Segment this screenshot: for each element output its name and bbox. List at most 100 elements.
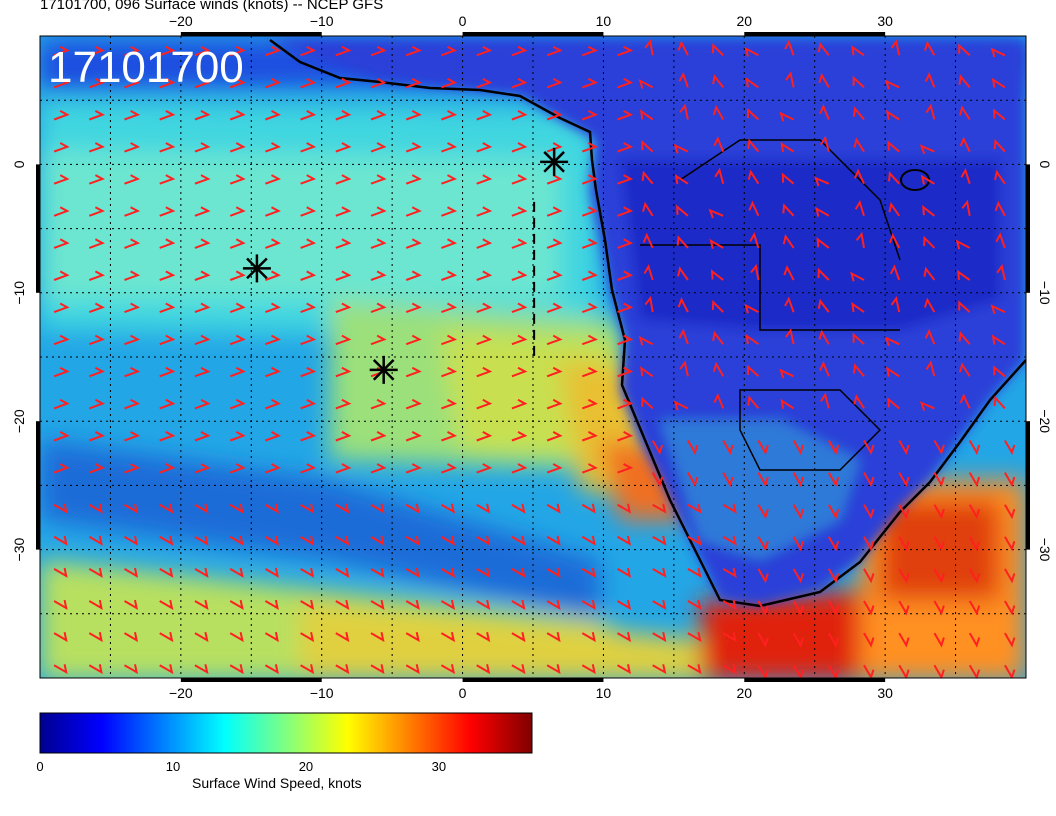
wind-barb	[476, 238, 493, 249]
storm-marker	[242, 254, 271, 283]
wind-barb	[617, 206, 634, 217]
wind-barb	[744, 46, 759, 57]
wind-barb	[617, 174, 634, 185]
wind-barb	[993, 138, 1006, 153]
wind-barb	[923, 266, 936, 281]
wind-barb	[617, 398, 634, 410]
wind-barb	[370, 398, 387, 410]
wind-barb	[159, 302, 176, 314]
frame-tick-top	[180, 32, 322, 36]
wind-barb	[617, 270, 634, 281]
wind-barb	[792, 632, 805, 648]
wind-barb	[616, 567, 632, 578]
wind-barb	[511, 632, 526, 643]
wind-barb	[159, 535, 174, 546]
lon-label-bottom: 30	[877, 685, 893, 701]
wind-barb	[546, 431, 563, 442]
wind-barb	[405, 206, 422, 217]
wind-barb	[53, 110, 70, 121]
wind-barb	[511, 599, 526, 610]
lon-label-top: 10	[596, 13, 612, 29]
wind-barb	[959, 393, 971, 409]
wind-barb	[993, 108, 1006, 121]
wind-barb	[476, 334, 493, 346]
lon-label-bottom: 0	[459, 685, 467, 701]
border-lines	[640, 244, 900, 331]
wind-barb	[440, 631, 456, 643]
wind-barb	[863, 472, 875, 488]
wind-barb	[265, 431, 281, 442]
wind-barb	[476, 463, 493, 474]
wind-barb	[1004, 568, 1016, 584]
wind-barb	[265, 238, 281, 249]
wind-barb	[370, 142, 387, 153]
wind-barb	[405, 366, 422, 378]
wind-barb	[53, 77, 70, 89]
wind-barb	[88, 535, 103, 546]
wind-barb	[712, 104, 725, 120]
wind-barb	[886, 366, 900, 378]
wind-barb	[818, 329, 830, 345]
wind-barb	[335, 632, 350, 643]
wind-barb	[265, 398, 281, 410]
wind-barb	[441, 110, 458, 121]
wind-barb	[546, 398, 563, 410]
wind-barb	[968, 439, 981, 456]
frame-tick-left	[36, 164, 40, 293]
wind-barb	[581, 110, 598, 121]
frame-tick-top	[744, 32, 886, 36]
wind-barb	[441, 463, 458, 474]
storm-marker	[369, 355, 398, 384]
wind-barb	[229, 398, 246, 410]
frame-tick-top	[462, 32, 604, 36]
wind-barb	[441, 398, 458, 410]
wind-barb	[229, 366, 246, 378]
wind-barb	[933, 504, 945, 520]
wind-barb	[88, 503, 103, 514]
wind-barb	[546, 567, 561, 578]
wind-barb	[581, 206, 598, 217]
wind-barb	[958, 300, 971, 313]
wind-barb	[747, 138, 760, 153]
wind-barb	[511, 45, 528, 57]
wind-barb	[159, 431, 176, 442]
wind-barb	[194, 463, 211, 474]
wind-barb	[405, 174, 422, 185]
wind-barb	[370, 632, 385, 643]
wind-barb	[53, 142, 70, 153]
wind-barb	[511, 77, 528, 89]
wind-barb	[229, 270, 246, 281]
wind-barb	[827, 472, 840, 488]
wind-barb	[898, 472, 910, 488]
wind-barb	[123, 664, 139, 675]
wind-barb	[300, 206, 317, 217]
wind-barb	[652, 664, 667, 675]
wind-barb	[440, 599, 456, 610]
wind-barb	[757, 568, 769, 584]
wind-barb	[124, 206, 141, 217]
wind-barb	[933, 536, 945, 552]
wind-barb	[88, 664, 103, 675]
wind-barb	[194, 238, 211, 249]
wind-barb	[643, 264, 654, 281]
wind-barb	[300, 503, 315, 514]
wind-barb	[370, 664, 385, 675]
wind-barb	[159, 77, 176, 89]
wind-barb	[300, 664, 315, 675]
wind-barb	[511, 503, 526, 514]
wind-barb	[710, 269, 724, 281]
wind-barb	[1004, 632, 1016, 648]
wind-barb	[511, 302, 528, 314]
wind-barb	[405, 110, 422, 121]
wind-barb	[370, 334, 387, 346]
wind-barb	[757, 472, 769, 488]
wind-barb	[159, 45, 176, 57]
wind-barb	[722, 567, 737, 578]
wind-barb	[641, 170, 654, 185]
wind-barb	[546, 110, 563, 121]
wind-barb	[53, 567, 68, 578]
map-title: 17101700, 096 Surface winds (knots) -- N…	[40, 0, 384, 13]
wind-barb	[855, 231, 865, 249]
wind-barb	[898, 664, 910, 678]
wind-barb	[638, 335, 654, 346]
